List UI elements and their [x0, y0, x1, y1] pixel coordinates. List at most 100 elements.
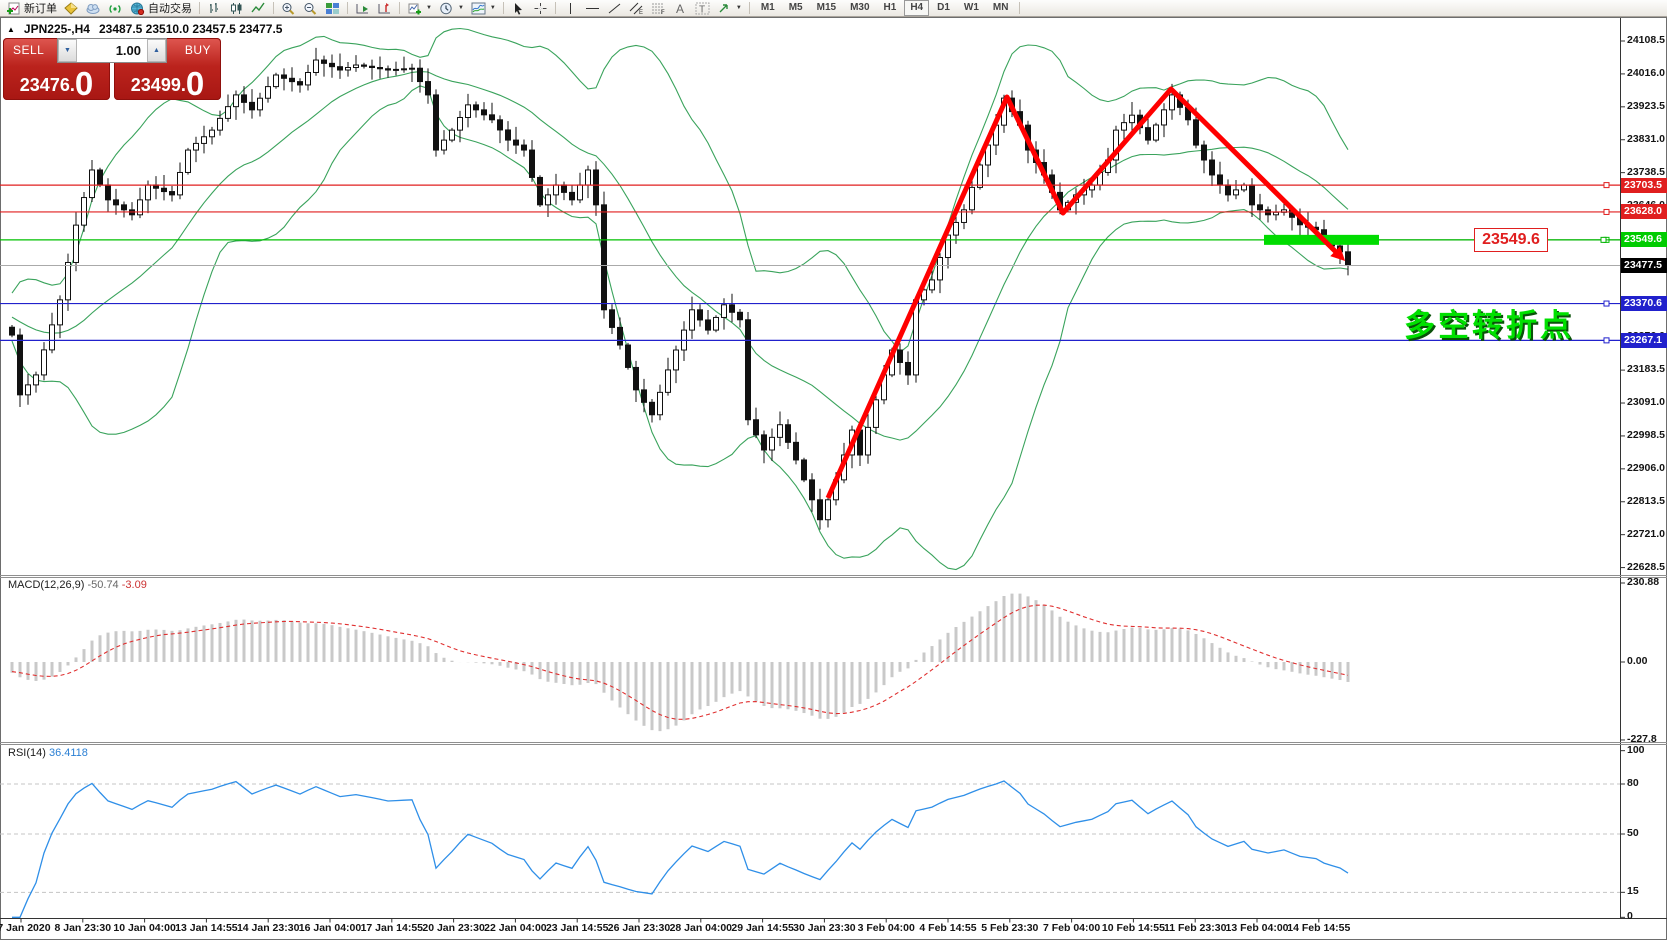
timeframe-button-m5[interactable]: M5: [788, 2, 803, 13]
toolbar-separator: [1019, 2, 1021, 14]
crosshair-button[interactable]: [530, 1, 551, 16]
periods-button[interactable]: ▼: [436, 1, 467, 16]
svg-text:A: A: [676, 2, 684, 15]
dropdown-caret-icon: ▼: [457, 5, 464, 11]
cursor-button[interactable]: [508, 1, 529, 16]
bar-chart-button[interactable]: [204, 1, 225, 16]
timeframe-button-w1[interactable]: W1: [963, 2, 979, 13]
volume-control: ▼ ▲: [57, 38, 167, 63]
volume-increase-button[interactable]: ▲: [147, 39, 166, 62]
shapes-icon: [717, 2, 732, 15]
toolbar-separator: [199, 2, 200, 14]
timeframe-button-m30[interactable]: M30: [850, 2, 870, 13]
toolbar-separator: [273, 2, 274, 14]
candlestick-chart-button[interactable]: [226, 1, 247, 16]
price-axis-tick: 22998.5: [1627, 428, 1665, 441]
ohlc-values-label: 23487.5 23510.0 23457.5 23477.5: [98, 22, 283, 36]
line-chart-button[interactable]: [248, 1, 269, 16]
chart-shift-button[interactable]: [374, 1, 395, 16]
new-order-button[interactable]: 新订单: [3, 1, 60, 16]
timeframe-button-m15[interactable]: M15: [816, 2, 837, 13]
price-axis-tick: 23183.5: [1627, 363, 1665, 376]
autotrading-button[interactable]: 自动交易: [127, 1, 195, 16]
main-toolbar: 新订单 自动交易 ▼ ▼ ▼ E F A T ▼ M1 M5 M15 M30 H1 H4 D…: [0, 0, 1667, 17]
horizontal-line-button[interactable]: [582, 1, 603, 16]
price-axis-tick: 24016.0: [1627, 66, 1665, 79]
arrows-button[interactable]: ▼: [714, 1, 745, 16]
dropdown-caret-icon: ▼: [489, 5, 496, 11]
auto-scroll-button[interactable]: [352, 1, 373, 16]
timeframe-button-m1[interactable]: M1: [760, 2, 775, 13]
tile-windows-button[interactable]: [322, 1, 343, 16]
timeframe-button-h1[interactable]: H1: [883, 2, 897, 13]
time-axis-label: 14 Jan 23:30: [236, 922, 300, 934]
line-chart-icon: [251, 2, 266, 15]
text-icon: A: [673, 2, 688, 15]
macd-axis-tick: 0.00: [1627, 655, 1648, 667]
toolbar-separator: [347, 2, 348, 14]
collapse-ohlc-icon[interactable]: ▲: [7, 24, 15, 34]
trendline-button[interactable]: [604, 1, 625, 16]
buy-price: 23499.0: [130, 65, 205, 102]
svg-text:E: E: [639, 10, 643, 15]
price-level-badge: 23628.0: [1621, 204, 1667, 220]
price-axis-tick: 23923.5: [1627, 99, 1665, 112]
time-axis-label: 7 Jan 2020: [0, 922, 51, 934]
timeframe-button-mn[interactable]: MN: [992, 2, 1009, 13]
fibonacci-button[interactable]: F: [648, 1, 669, 16]
time-axis-label: 16 Jan 04:00: [298, 922, 362, 934]
time-axis-label: 11 Feb 23:30: [1163, 922, 1227, 934]
dropdown-caret-icon: ▼: [426, 5, 432, 11]
fibonacci-icon: F: [651, 2, 666, 15]
horizontal-line-icon: [585, 2, 600, 15]
time-axis-label: 22 Jan 04:00: [484, 922, 547, 934]
price-axis-tick: 22721.0: [1627, 527, 1665, 540]
market-watch-icon: [64, 1, 79, 15]
community-button[interactable]: [83, 1, 104, 16]
timeframe-button-d1[interactable]: D1: [937, 2, 950, 13]
market-watch-button[interactable]: [61, 1, 82, 16]
equidistant-channel-button[interactable]: E: [626, 1, 647, 16]
volume-input[interactable]: [77, 39, 147, 62]
one-click-trading-panel: SELL 23476.0 BUY 23499.0 ▼ ▲: [3, 38, 221, 100]
indicators-button[interactable]: ▼: [404, 1, 435, 16]
chart-title-row: ▲ JPN225-,H4 23487.5 23510.0 23457.5 234…: [7, 22, 282, 36]
macd-label: MACD(12,26,9) -50.74 -3.09: [8, 579, 147, 591]
macd-axis-tick: -227.8: [1627, 732, 1657, 745]
time-axis-label: 8 Jan 23:30: [54, 922, 112, 934]
turning-point-annotation[interactable]: 多空转折点: [1404, 308, 1574, 343]
zoom-out-button[interactable]: [300, 1, 321, 16]
auto-scroll-icon: [355, 2, 370, 15]
text-button[interactable]: A: [670, 1, 691, 16]
vertical-line-button[interactable]: [560, 1, 581, 16]
time-axis-label: 17 Jan 14:55: [360, 922, 424, 934]
price-callout-label[interactable]: 23549.6: [1474, 228, 1548, 252]
volume-decrease-button[interactable]: ▼: [58, 39, 77, 62]
cloud-icon: [86, 2, 101, 15]
price-level-badge: 23549.6: [1621, 232, 1667, 248]
templates-button[interactable]: ▼: [468, 1, 499, 16]
channel-icon: E: [629, 2, 644, 15]
signal-icon: [108, 2, 123, 15]
timeframe-button-h4[interactable]: H4: [904, 0, 930, 16]
dropdown-caret-icon: ▼: [735, 5, 742, 11]
new-order-label: 新订单: [24, 3, 57, 15]
time-axis-label: 7 Feb 04:00: [1042, 922, 1101, 934]
macd-axis-tick: 230.88: [1627, 575, 1660, 588]
symbol-period-label: JPN225-,H4: [23, 22, 90, 36]
text-label-button[interactable]: T: [692, 1, 713, 16]
price-level-badge: 23370.6: [1621, 296, 1667, 312]
signals-button[interactable]: [105, 1, 126, 16]
rsi-axis-tick: 15: [1627, 885, 1639, 898]
price-axis-tick: 24108.5: [1627, 34, 1665, 46]
time-axis-label: 13 Jan 14:55: [175, 922, 238, 934]
add-indicator-icon: [407, 2, 422, 15]
price-level-badge: 23703.5: [1621, 177, 1667, 193]
tile-windows-icon: [325, 2, 340, 15]
candlestick-chart-icon: [229, 2, 244, 15]
svg-text:T: T: [699, 4, 705, 15]
time-axis-label: 26 Jan 23:30: [607, 922, 671, 934]
bar-chart-icon: [207, 2, 222, 15]
zoom-in-button[interactable]: [278, 1, 299, 16]
